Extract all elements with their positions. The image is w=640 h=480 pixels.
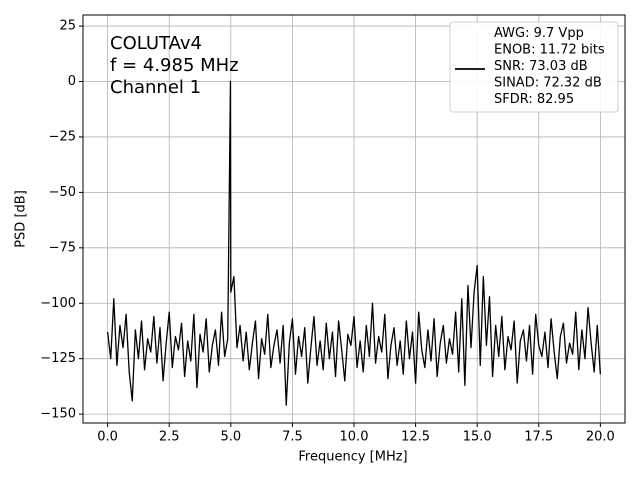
x-axis-label: Frequency [MHz] (298, 450, 407, 465)
x-tick-label: 12.5 (401, 430, 430, 445)
x-tick-label: 7.5 (282, 430, 303, 445)
y-tick-label: 0 (68, 74, 76, 89)
y-axis-label: PSD [dB] (14, 190, 29, 248)
annotation: Channel 1 (110, 77, 201, 98)
legend-line: SNR: 73.03 dB (494, 59, 588, 74)
y-tick-label: −50 (49, 185, 76, 200)
legend-line: SFDR: 82.95 (494, 92, 574, 107)
legend-line: SINAD: 72.32 dB (494, 75, 602, 90)
legend-line: ENOB: 11.72 bits (494, 42, 605, 57)
x-tick-label: 5.0 (220, 430, 241, 445)
x-tick-label: 20.0 (586, 430, 615, 445)
x-tick-label: 10.0 (340, 430, 369, 445)
y-tick-label: −100 (40, 296, 76, 311)
y-tick-label: −25 (49, 129, 76, 144)
x-tick-label: 0.0 (97, 430, 118, 445)
data-line (106, 80, 602, 406)
y-tick-label: −75 (49, 240, 76, 255)
legend-box (449, 21, 619, 113)
annotation: COLUTAv4 (110, 33, 202, 54)
annotation: f = 4.985 MHz (110, 55, 239, 76)
legend-line: AWG: 9.7 Vpp (494, 26, 584, 41)
y-tick-label: 25 (59, 19, 76, 34)
y-tick-label: −125 (40, 351, 76, 366)
x-tick-label: 2.5 (159, 430, 180, 445)
x-tick-label: 15.0 (463, 430, 492, 445)
y-tick-label: −150 (40, 407, 76, 422)
plot-frame (82, 14, 626, 424)
x-tick-label: 17.5 (524, 430, 553, 445)
legend-label: AWG: 9.7 Vpp ENOB: 11.72 bits SNR: 73.03 d… (494, 26, 605, 107)
